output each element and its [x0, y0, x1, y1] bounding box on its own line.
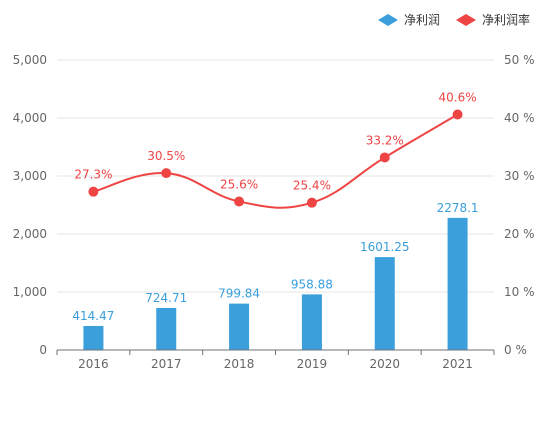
- y-left-tick-label: 0: [39, 343, 47, 357]
- bar-data-label: 724.71: [145, 291, 187, 305]
- legend-marker-diamond-icon: [456, 14, 476, 26]
- line-point[interactable]: [306, 197, 317, 208]
- line-data-label: 25.6%: [220, 178, 258, 192]
- grid-layer: [57, 59, 494, 293]
- bar[interactable]: [83, 325, 104, 350]
- bar-data-label: 799.84: [218, 287, 260, 301]
- bar-data-label: 2278.1: [437, 201, 479, 215]
- x-tick-label: 2016: [78, 357, 109, 371]
- y-right-tick-label: 10 %: [504, 285, 535, 299]
- y-right-tick-label: 20 %: [504, 227, 535, 241]
- y-left-tick-label: 3,000: [13, 169, 47, 183]
- y-left-tick-label: 4,000: [13, 111, 47, 125]
- bar-data-label: 958.88: [291, 277, 333, 291]
- y-left-tick-label: 1,000: [13, 285, 47, 299]
- y-right-tick-label: 30 %: [504, 169, 535, 183]
- x-tick-label: 2017: [151, 357, 182, 371]
- bar-data-label: 414.47: [72, 309, 114, 323]
- y-left-tick-label: 5,000: [13, 53, 47, 67]
- bar[interactable]: [447, 217, 468, 350]
- bar[interactable]: [156, 307, 177, 350]
- legend-item-net-profit[interactable]: 净利润: [378, 13, 440, 27]
- x-tick-label: 2021: [442, 357, 473, 371]
- line-point[interactable]: [379, 152, 390, 163]
- line-point[interactable]: [452, 109, 463, 120]
- line-data-label: 33.2%: [366, 133, 404, 147]
- label-layer: 414.47 724.71 799.84 958.88 1601.25 2278.1 27.…: [72, 91, 478, 323]
- bar-data-label: 1601.25: [360, 240, 410, 254]
- axis-layer: 0 0 % 1,000 10 % 2,000 20 % 3,000 30 % 4,000 40 %…: [13, 53, 535, 371]
- legend-marker-diamond-icon: [378, 14, 398, 26]
- legend[interactable]: 净利润 净利润率: [378, 12, 530, 27]
- y-right-tick-label: 0 %: [504, 343, 527, 357]
- line-data-label: 30.5%: [147, 149, 185, 163]
- x-tick-label: 2020: [369, 357, 400, 371]
- bar[interactable]: [229, 303, 250, 350]
- bar[interactable]: [301, 294, 322, 350]
- legend-label: 净利润: [404, 13, 440, 27]
- bar-layer: [83, 217, 468, 350]
- line-data-label: 25.4%: [293, 179, 331, 193]
- legend-item-net-profit-margin[interactable]: 净利润率: [456, 12, 530, 27]
- y-right-tick-label: 50 %: [504, 53, 535, 67]
- line-point[interactable]: [161, 168, 172, 179]
- y-left-tick-label: 2,000: [13, 227, 47, 241]
- line-layer: [88, 109, 463, 209]
- line-point[interactable]: [234, 196, 245, 207]
- line-data-label: 40.6%: [439, 91, 477, 105]
- line-data-label: 27.3%: [74, 168, 112, 182]
- y-right-tick-label: 40 %: [504, 111, 535, 125]
- legend-label: 净利润率: [482, 12, 530, 27]
- x-tick-label: 2018: [224, 357, 255, 371]
- line-point[interactable]: [88, 186, 99, 197]
- x-tick-label: 2019: [297, 357, 328, 371]
- bar[interactable]: [374, 257, 395, 350]
